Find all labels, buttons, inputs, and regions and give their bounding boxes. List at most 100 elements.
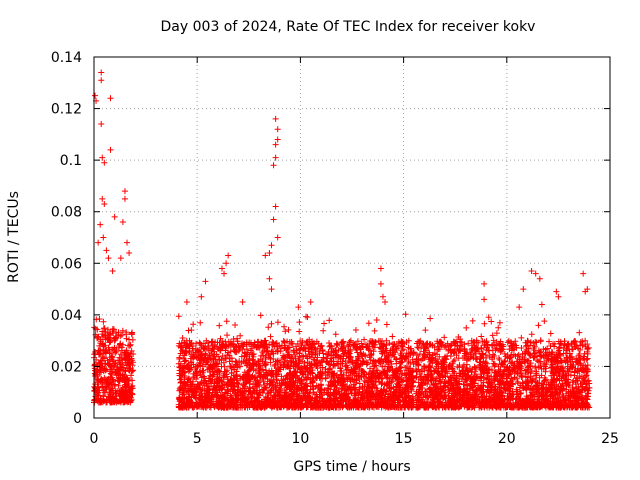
data-point [304, 340, 311, 347]
data-point [185, 327, 192, 334]
data-point [120, 364, 127, 371]
data-point [114, 377, 121, 384]
data-point [222, 355, 229, 362]
data-point [126, 342, 133, 349]
data-point [101, 355, 108, 362]
data-point [427, 315, 434, 322]
data-point [129, 391, 136, 398]
data-point [296, 319, 303, 326]
data-point [326, 317, 333, 324]
data-point [116, 398, 123, 405]
data-point [285, 326, 292, 333]
data-point [120, 375, 127, 382]
data-point [115, 372, 122, 379]
data-point [128, 372, 135, 379]
data-point [98, 364, 105, 371]
data-point [267, 333, 274, 340]
data-point [196, 339, 203, 346]
data-point [400, 346, 407, 353]
data-point [547, 330, 554, 337]
data-point [535, 322, 542, 329]
data-point [127, 341, 134, 348]
data-point [123, 393, 130, 400]
data-point [99, 354, 106, 361]
data-point [213, 360, 220, 367]
data-point [108, 353, 115, 360]
data-point [92, 393, 99, 400]
data-point [402, 311, 409, 318]
data-point [101, 325, 108, 332]
data-point [112, 395, 119, 402]
data-point [108, 354, 115, 361]
data-point [97, 377, 104, 384]
data-point [105, 344, 112, 351]
data-point [383, 321, 390, 328]
data-point [122, 356, 129, 363]
data-point [272, 361, 279, 368]
data-point [175, 313, 182, 320]
data-point [121, 399, 128, 406]
data-point [365, 320, 372, 327]
data-point [116, 366, 123, 373]
data-point [106, 390, 113, 397]
data-point [105, 334, 112, 341]
data-point [326, 339, 333, 346]
data-point [110, 357, 117, 364]
data-point [354, 338, 361, 345]
data-point [207, 372, 214, 379]
data-point [332, 331, 339, 338]
data-points [91, 69, 593, 411]
data-point [112, 336, 119, 343]
data-point [192, 340, 199, 347]
data-point [518, 334, 525, 341]
data-point [110, 326, 117, 333]
data-point [126, 394, 133, 401]
data-point [126, 336, 133, 343]
data-point [122, 349, 129, 356]
data-point [243, 378, 250, 385]
data-point [103, 396, 110, 403]
data-point [112, 381, 119, 388]
data-point [116, 341, 123, 348]
data-point [98, 399, 105, 406]
data-point [123, 335, 130, 342]
data-point [227, 363, 234, 370]
data-point [334, 341, 341, 348]
data-point [347, 337, 354, 344]
data-point [223, 318, 230, 325]
data-point [265, 324, 272, 331]
data-point [194, 347, 201, 354]
data-point [122, 383, 129, 390]
data-point [117, 371, 124, 378]
data-point [100, 392, 107, 399]
chart-title: Day 003 of 2024, Rate Of TEC Index for r… [161, 19, 536, 35]
data-point [197, 319, 204, 326]
data-point [101, 374, 108, 381]
data-point [274, 319, 281, 326]
data-point [96, 342, 103, 349]
data-point [109, 385, 116, 392]
data-point [102, 360, 109, 367]
data-point [322, 374, 329, 381]
data-point [343, 366, 350, 373]
data-point [398, 359, 405, 366]
data-point [389, 333, 396, 340]
data-point [541, 318, 548, 325]
data-point [100, 318, 107, 325]
data-point [118, 354, 125, 361]
data-point [257, 312, 264, 319]
data-point [237, 332, 244, 339]
data-point [99, 383, 106, 390]
data-point [282, 328, 289, 335]
data-point [96, 359, 103, 366]
data-point [94, 326, 101, 333]
data-point [117, 351, 124, 358]
data-point [109, 368, 116, 375]
data-point [352, 326, 359, 333]
data-point [216, 322, 223, 329]
data-point [126, 376, 133, 383]
data-point [122, 357, 129, 364]
data-point [123, 384, 130, 391]
data-point [119, 360, 126, 367]
